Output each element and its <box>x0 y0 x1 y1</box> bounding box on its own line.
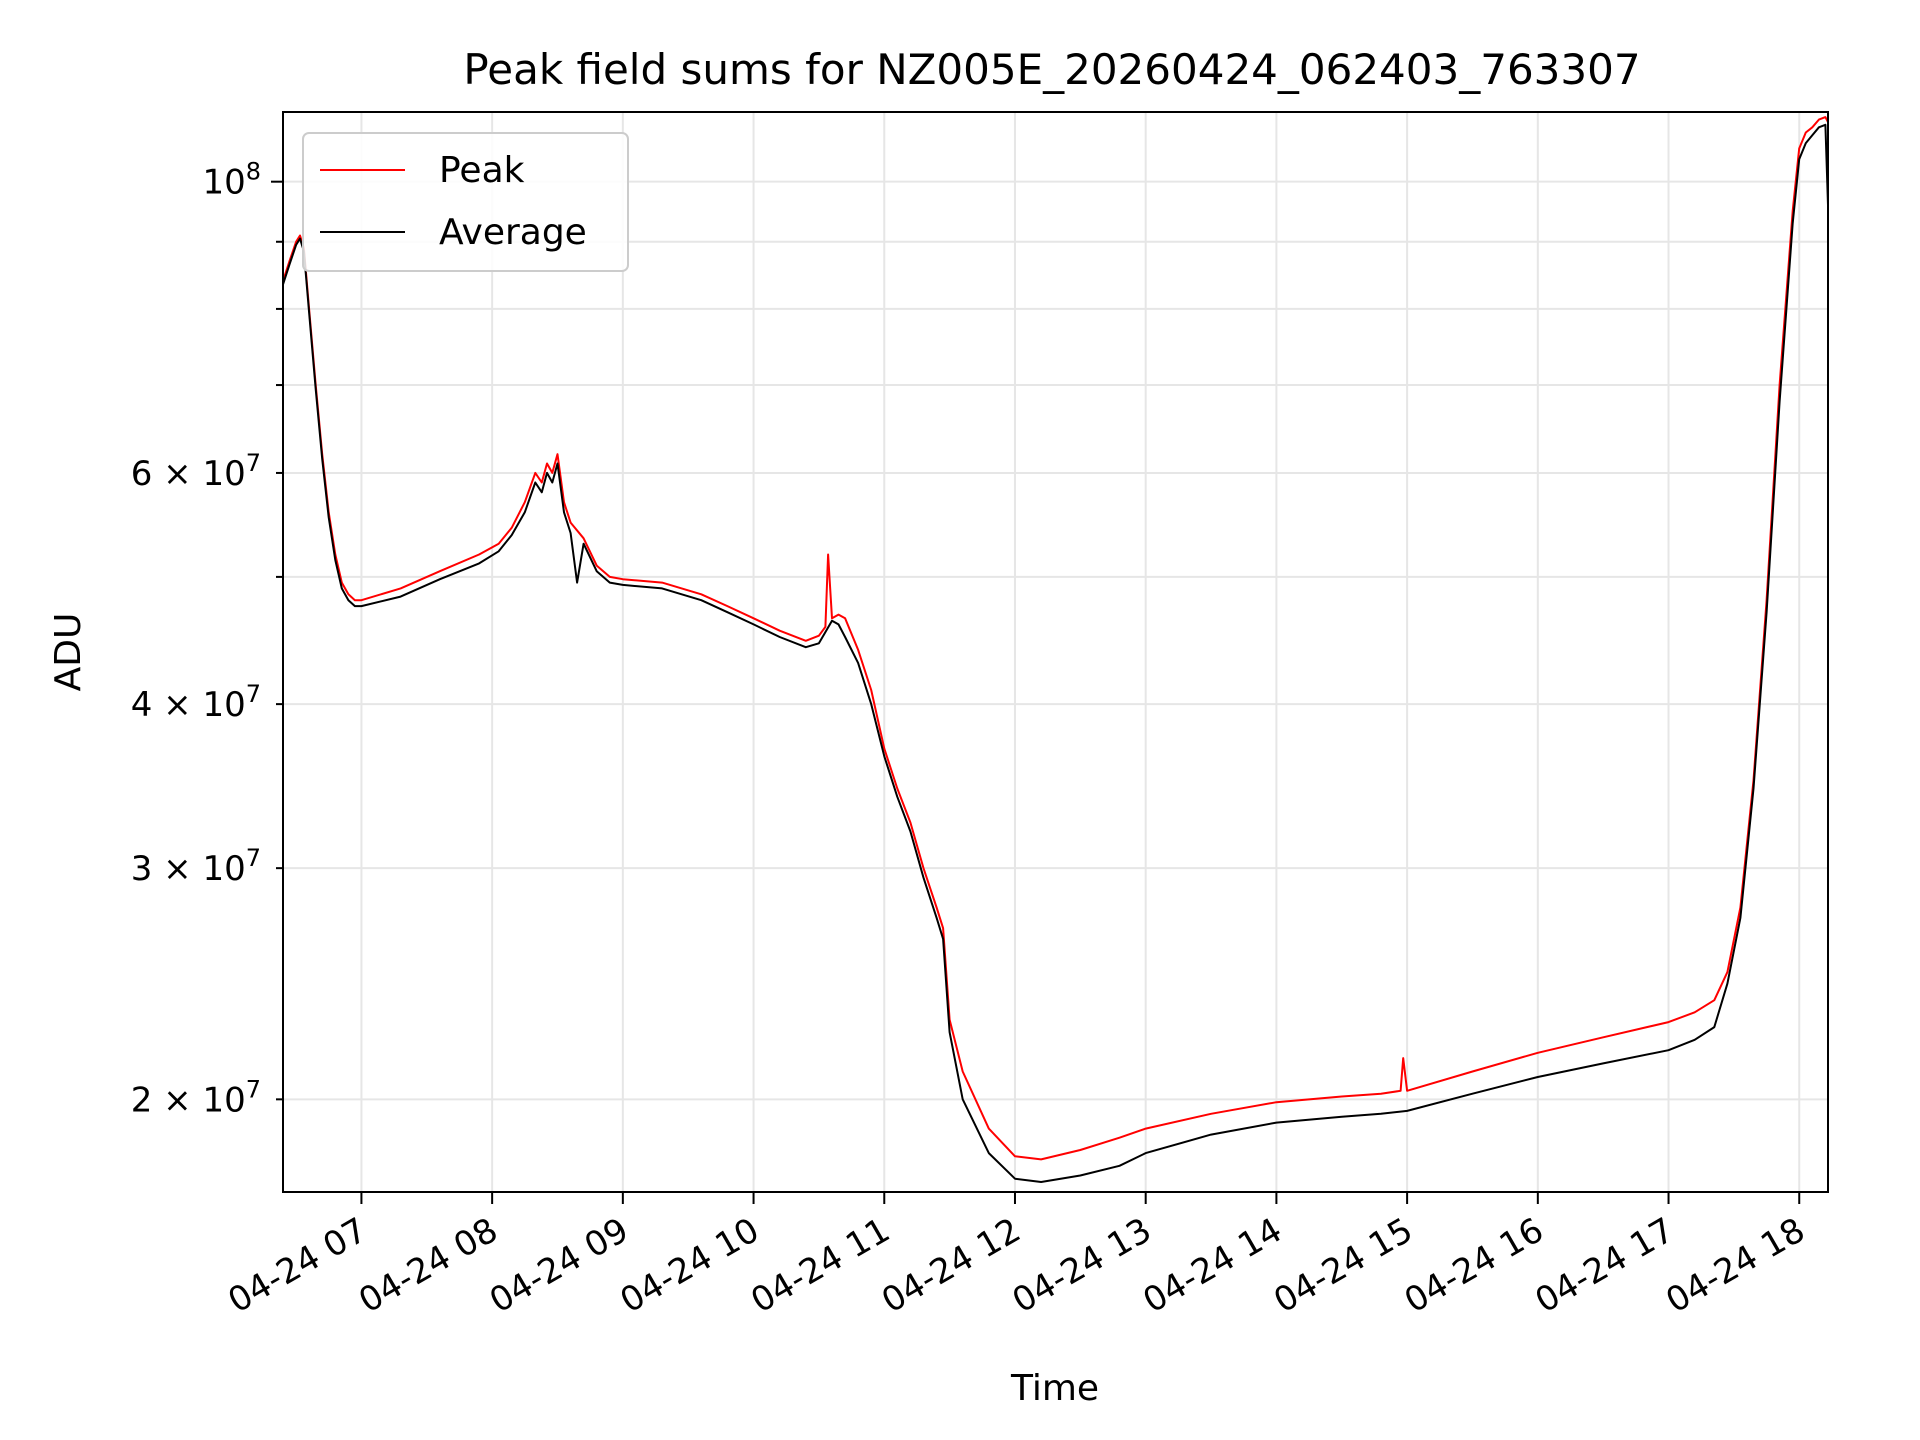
y-tick-label: 3 × 107 <box>131 844 261 889</box>
legend-average-label: Average <box>439 212 587 253</box>
legend-box <box>302 132 629 272</box>
chart-title: Peak field sums for NZ005E_20260424_0624… <box>463 45 1640 94</box>
grid-layer <box>283 112 1828 1192</box>
y-tick-label: 2 × 107 <box>131 1075 261 1120</box>
x-axis-label: Time <box>1010 1368 1099 1409</box>
y-axis-label: ADU <box>48 613 89 692</box>
series-line-average <box>283 123 1828 1183</box>
legend-peak-label: Peak <box>439 150 525 191</box>
y-tick-label: 4 × 107 <box>131 680 261 725</box>
plot-area <box>283 116 1828 1183</box>
legend: Peak Average <box>302 132 629 272</box>
series-line-peak <box>283 116 1828 1161</box>
series-layer <box>283 116 1828 1183</box>
y-tick-label: 6 × 107 <box>131 449 261 494</box>
plot-frame <box>282 111 1829 1193</box>
y-tick-label: 108 <box>202 158 261 203</box>
